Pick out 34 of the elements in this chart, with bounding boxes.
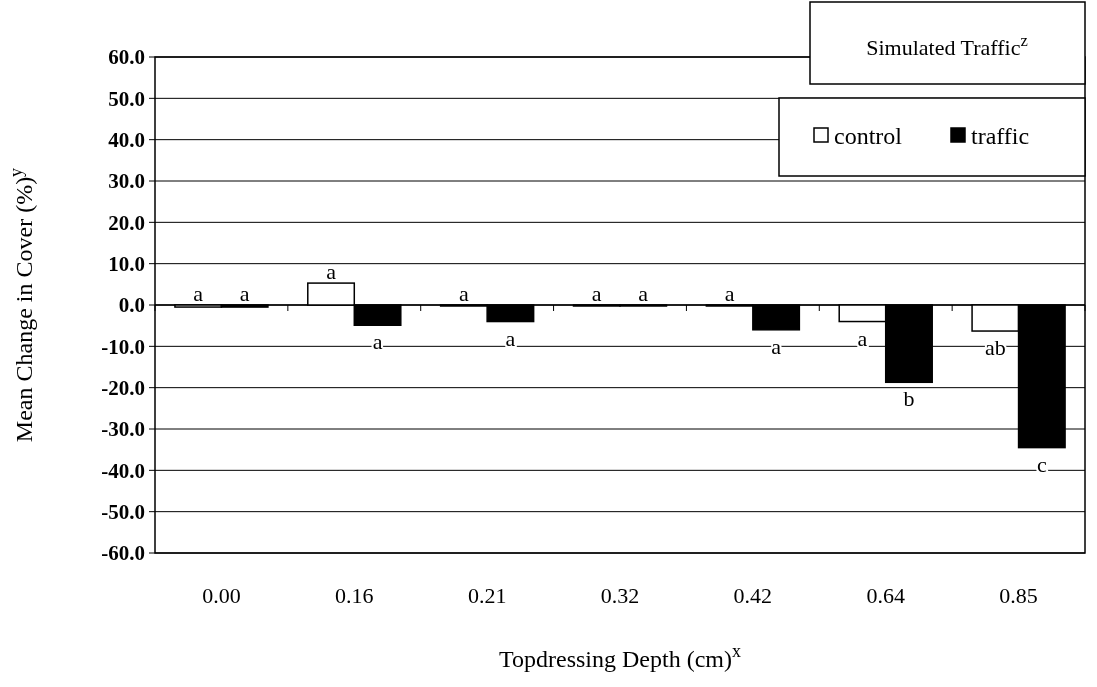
chart-title: Simulated Traffic$^{z}$ (866, 30, 1028, 60)
x-tick-label: 0.21 (467, 583, 507, 608)
annotation: a (459, 281, 470, 306)
y-tick-label: 60.0 (108, 45, 145, 70)
x-tick-label: 0.16 (335, 583, 374, 608)
y-tick-label: -10.0 (101, 334, 145, 359)
x-tick-label: 0.85 (999, 583, 1038, 608)
legend-label: control (834, 123, 903, 150)
x-tick-label: 0.42 (733, 583, 773, 608)
annotation: a (724, 281, 735, 306)
annotation: a (239, 281, 250, 306)
y-tick-label: -30.0 (101, 417, 145, 442)
annotation: a (193, 281, 204, 306)
x-tick-label: 0.64 (866, 583, 905, 608)
y-tick-label: 20.0 (108, 210, 145, 235)
x-axis-title: Topdressing Depth (cm)$^{x}$ (499, 641, 741, 672)
y-tick-label: -50.0 (101, 500, 145, 525)
annotation: a (591, 281, 602, 306)
y-tick-label: -40.0 (101, 458, 145, 483)
annotation: a (505, 325, 516, 351)
x-tick-label: 0.32 (600, 583, 640, 608)
y-tick-label: -60.0 (101, 541, 145, 566)
x-tick-label: 0.00 (202, 583, 241, 608)
y-tick-label: 40.0 (108, 128, 145, 153)
annotation: a (326, 259, 337, 285)
annotation: a (638, 281, 649, 306)
annotation: a (857, 325, 868, 351)
y-tick-label: 10.0 (108, 252, 145, 277)
y-tick-label: 0.0 (118, 293, 145, 318)
y-tick-label: -20.0 (101, 376, 145, 401)
legend-label: traffic (971, 123, 1030, 150)
y-tick-label: 30.0 (108, 169, 145, 194)
annotation: b (903, 386, 915, 412)
y-tick-label: 50.0 (108, 86, 145, 111)
